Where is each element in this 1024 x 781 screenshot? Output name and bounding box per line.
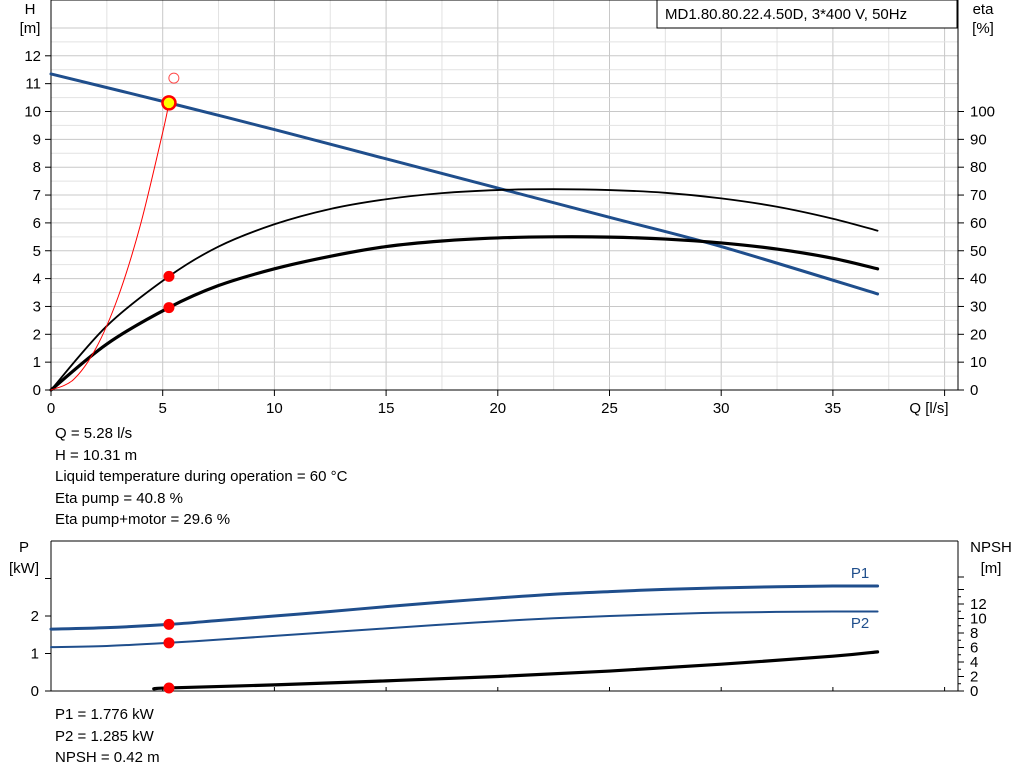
y-right-tick-label: 50	[970, 243, 987, 260]
y-right-tick-label: 0	[970, 382, 978, 399]
p-tick-label: 0	[31, 683, 39, 700]
x-tick-label: 20	[489, 400, 506, 417]
y-right-tick-label: 80	[970, 159, 987, 176]
readout-p2: P2 = 1.285 kW	[55, 727, 154, 745]
p1-point	[163, 618, 175, 630]
eta-pump-point	[163, 270, 175, 282]
y-left-tick-label: 9	[33, 131, 41, 148]
readout-head: H = 10.31 m	[55, 446, 138, 464]
y-right-tick-label: 30	[970, 298, 987, 315]
npsh-tick-label: 12	[970, 596, 987, 613]
x-tick-label: 15	[378, 400, 395, 417]
y-left-tick-label: 6	[33, 215, 41, 232]
p-axis-unit: [kW]	[9, 560, 39, 577]
y-right-axis-label: eta	[973, 1, 995, 18]
operating-point-readout: Q = 5.28 l/s H = 10.31 m Liquid temperat…	[55, 423, 347, 531]
y-left-axis-label: H	[25, 1, 36, 18]
y-left-tick-label: 3	[33, 298, 41, 315]
y-right-axis-unit: [%]	[972, 20, 994, 37]
y-right-tick-label: 90	[970, 131, 987, 148]
x-axis-label: Q [l/s]	[909, 400, 948, 417]
readout-flow: Q = 5.28 l/s	[55, 425, 133, 442]
y-left-tick-label: 7	[33, 187, 41, 204]
npsh-tick-label: 10	[970, 611, 987, 628]
y-right-tick-label: 20	[970, 326, 987, 343]
requested-duty-point	[168, 72, 180, 84]
npsh-point	[163, 682, 175, 694]
y-left-tick-label: 12	[24, 48, 41, 65]
npsh-tick-label: 6	[970, 640, 978, 657]
npsh-axis-unit: [m]	[981, 560, 1002, 577]
y-left-tick-label: 4	[33, 271, 41, 288]
power-readout: P1 = 1.776 kW P2 = 1.285 kW NPSH = 0.42 …	[55, 704, 160, 769]
y-left-axis-unit: [m]	[20, 20, 41, 37]
y-left-tick-label: 8	[33, 159, 41, 176]
p2-curve	[50, 610, 879, 649]
y-right-tick-label: 70	[970, 187, 987, 204]
x-tick-label: 5	[159, 400, 167, 417]
title-box	[656, 0, 958, 29]
y-right-tick-label: 60	[970, 215, 987, 232]
y-left-tick-label: 11	[25, 76, 41, 93]
readout-npsh: NPSH = 0.42 m	[55, 749, 160, 766]
eta-pump-curve	[50, 188, 879, 391]
readout-liquid-temperature: Liquid temperature during operation = 60…	[55, 468, 348, 485]
y-left-tick-label: 1	[33, 354, 41, 371]
npsh-tick-label: 2	[970, 669, 978, 686]
p-tick-label: 2	[31, 608, 39, 625]
npsh-curve	[152, 650, 880, 691]
x-tick-label: 30	[713, 400, 730, 417]
y-left-tick-label: 5	[33, 243, 41, 260]
eta-pump-motor-point	[163, 302, 175, 314]
p-tick-label: 1	[31, 646, 39, 663]
y-left-tick-label: 10	[24, 104, 41, 121]
p1-series-label: P1	[851, 565, 869, 582]
eta-pump-motor-curve	[49, 235, 880, 392]
readout-eta-pump: Eta pump = 40.8 %	[55, 489, 183, 507]
y-right-tick-label: 10	[970, 354, 987, 371]
y-right-tick-label: 40	[970, 271, 987, 288]
p2-series-label: P2	[851, 615, 869, 632]
y-left-tick-label: 0	[33, 382, 41, 399]
npsh-axis-label: NPSH	[970, 539, 1012, 556]
x-tick-label: 25	[601, 400, 618, 417]
x-tick-label: 35	[825, 400, 842, 417]
p-axis-label: P	[19, 539, 29, 556]
readout-p1: P1 = 1.776 kW	[55, 706, 154, 723]
npsh-tick-label: 8	[970, 625, 978, 642]
system-curve	[50, 102, 170, 391]
operating-point	[161, 95, 177, 111]
x-tick-label: 10	[266, 400, 283, 417]
y-right-tick-label: 100	[970, 104, 995, 121]
npsh-tick-label: 4	[970, 654, 978, 671]
readout-eta-pump-motor: Eta pump+motor = 29.6 %	[55, 511, 231, 528]
x-tick-label: 0	[47, 400, 55, 417]
p1-curve	[49, 584, 880, 631]
y-left-tick-label: 2	[33, 326, 41, 343]
npsh-tick-label: 0	[970, 683, 978, 700]
chart-title: MD1.80.80.22.4.50D, 3*400 V, 50Hz	[665, 6, 907, 23]
p2-point	[163, 637, 175, 649]
